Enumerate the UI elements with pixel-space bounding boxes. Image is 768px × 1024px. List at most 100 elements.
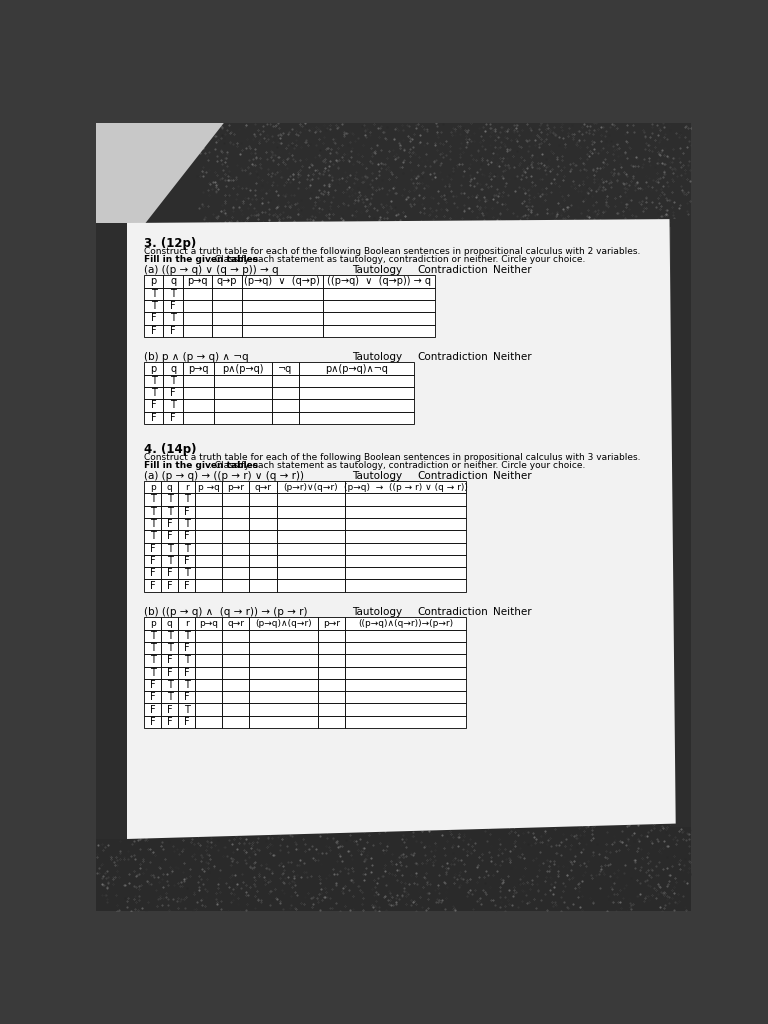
Text: r: r xyxy=(185,482,189,492)
Polygon shape xyxy=(96,123,224,227)
Text: Tautology: Tautology xyxy=(352,265,402,275)
Text: T: T xyxy=(167,556,173,566)
Bar xyxy=(242,288,323,300)
Text: Neither: Neither xyxy=(493,265,531,275)
Bar xyxy=(345,716,466,728)
Bar xyxy=(250,617,318,630)
Bar xyxy=(318,654,345,667)
Text: Tautology: Tautology xyxy=(352,607,402,617)
Text: (p→r)∨(q→r): (p→r)∨(q→r) xyxy=(283,482,338,492)
Bar xyxy=(144,567,161,580)
Bar xyxy=(144,630,161,642)
Bar xyxy=(164,325,183,337)
Bar xyxy=(178,567,195,580)
Text: F: F xyxy=(170,301,176,311)
Bar xyxy=(345,494,466,506)
Bar xyxy=(183,300,212,312)
Bar xyxy=(144,667,161,679)
Text: p→r: p→r xyxy=(227,482,244,492)
Bar xyxy=(195,679,222,691)
Bar xyxy=(161,506,178,518)
Text: F: F xyxy=(150,581,155,591)
Bar xyxy=(183,412,214,424)
Bar xyxy=(222,530,250,543)
Bar xyxy=(161,543,178,555)
Bar xyxy=(276,518,345,530)
Bar xyxy=(276,481,345,494)
Text: r: r xyxy=(185,618,189,628)
Text: F: F xyxy=(150,705,155,715)
Bar xyxy=(250,703,318,716)
Bar xyxy=(195,716,222,728)
Text: q: q xyxy=(167,618,173,628)
Text: p∧(p→q): p∧(p→q) xyxy=(222,364,263,374)
Bar xyxy=(345,642,466,654)
Bar xyxy=(195,543,222,555)
Bar xyxy=(250,630,318,642)
Bar xyxy=(178,679,195,691)
Bar xyxy=(178,543,195,555)
Text: T: T xyxy=(184,680,190,690)
Text: Fill in the given tables: Fill in the given tables xyxy=(144,255,258,263)
Text: F: F xyxy=(170,326,176,336)
Bar xyxy=(222,691,250,703)
Text: F: F xyxy=(184,531,190,542)
Text: T: T xyxy=(167,495,173,505)
Text: T: T xyxy=(167,680,173,690)
Text: T: T xyxy=(170,376,176,386)
Text: q→p: q→p xyxy=(217,276,237,287)
Text: F: F xyxy=(167,717,173,727)
Bar xyxy=(671,219,691,827)
Text: ((p→q)  ∨  (q→p)) → q: ((p→q) ∨ (q→p)) → q xyxy=(327,276,432,287)
Text: T: T xyxy=(184,655,190,666)
Text: T: T xyxy=(184,631,190,641)
Text: T: T xyxy=(150,643,155,653)
Bar xyxy=(272,387,299,399)
Bar xyxy=(195,691,222,703)
Bar xyxy=(195,518,222,530)
Bar xyxy=(222,518,250,530)
Bar xyxy=(323,300,435,312)
Bar xyxy=(345,667,466,679)
Bar xyxy=(144,654,161,667)
Text: F: F xyxy=(184,668,190,678)
Bar xyxy=(345,530,466,543)
Text: T: T xyxy=(151,301,157,311)
Bar xyxy=(318,703,345,716)
Text: ((p→q)∧(q→r))→(p→r): ((p→q)∧(q→r))→(p→r) xyxy=(358,618,453,628)
Bar xyxy=(144,312,164,325)
Bar xyxy=(178,654,195,667)
Text: T: T xyxy=(150,519,155,529)
Bar xyxy=(195,580,222,592)
Bar xyxy=(161,518,178,530)
Bar xyxy=(345,630,466,642)
Bar xyxy=(299,387,414,399)
Bar xyxy=(242,325,323,337)
Bar xyxy=(161,716,178,728)
Text: Neither: Neither xyxy=(493,607,531,617)
Bar xyxy=(144,325,164,337)
Text: T: T xyxy=(150,507,155,517)
Bar xyxy=(272,412,299,424)
Bar xyxy=(318,617,345,630)
Bar xyxy=(276,567,345,580)
Bar xyxy=(183,362,214,375)
Text: p: p xyxy=(150,482,155,492)
Bar xyxy=(178,703,195,716)
Bar xyxy=(195,654,222,667)
Bar xyxy=(250,506,276,518)
Bar xyxy=(96,823,691,911)
Bar xyxy=(250,667,318,679)
Text: p∧(p→q)∧¬q: p∧(p→q)∧¬q xyxy=(325,364,388,374)
Bar xyxy=(212,275,242,288)
Bar xyxy=(195,617,222,630)
Bar xyxy=(345,555,466,567)
Bar xyxy=(250,555,276,567)
Bar xyxy=(214,399,272,412)
Text: 3. (12p): 3. (12p) xyxy=(144,237,197,250)
Bar xyxy=(222,543,250,555)
Bar xyxy=(276,543,345,555)
Bar xyxy=(250,642,318,654)
Text: Neither: Neither xyxy=(493,352,531,362)
Bar xyxy=(214,387,272,399)
